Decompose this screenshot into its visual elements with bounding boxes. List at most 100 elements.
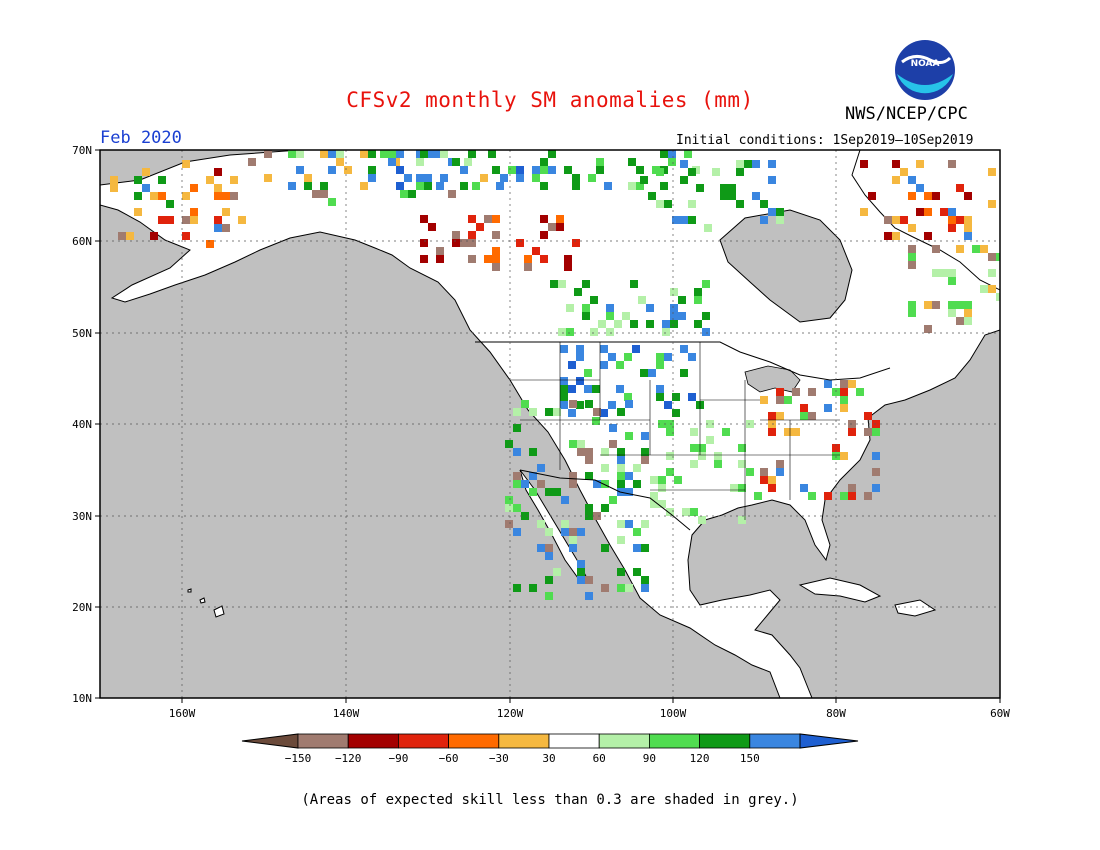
anomaly-cell <box>601 448 609 456</box>
anomaly-cell <box>864 412 872 420</box>
anomaly-cell <box>576 353 584 361</box>
anomaly-cell <box>564 263 572 271</box>
anomaly-cell <box>513 472 521 480</box>
anomaly-cell <box>585 512 593 520</box>
anomaly-cell <box>924 232 932 240</box>
anomaly-cell <box>513 424 521 432</box>
lon-label-60w: 60W <box>990 707 1010 720</box>
anomaly-cell <box>110 184 118 192</box>
anomaly-cell <box>304 182 312 190</box>
colorbar-box <box>649 733 701 749</box>
anomaly-cell <box>408 190 416 198</box>
lon-label-120w: 120W <box>497 707 524 720</box>
anomaly-cell <box>222 208 230 216</box>
anomaly-cell <box>840 380 848 388</box>
anomaly-cell <box>640 176 648 184</box>
anomaly-cell <box>672 409 680 417</box>
colorbar-label: 90 <box>643 752 656 765</box>
anomaly-cell <box>924 208 932 216</box>
anomaly-cell <box>656 385 664 393</box>
anomaly-cell <box>532 247 540 255</box>
anomaly-cell <box>577 560 585 568</box>
colorbar-box <box>498 733 550 749</box>
anomaly-cell <box>664 200 672 208</box>
anomaly-cell <box>948 309 956 317</box>
anomaly-cell <box>728 192 736 200</box>
anomaly-cell <box>776 468 784 476</box>
anomaly-cell <box>428 150 436 158</box>
anomaly-cell <box>650 500 658 508</box>
anomaly-cell <box>808 412 816 420</box>
anomaly-cell <box>824 404 832 412</box>
anomaly-cell <box>908 224 916 232</box>
anomaly-cell <box>600 345 608 353</box>
anomaly-cell <box>666 452 674 460</box>
anomaly-cell <box>908 245 916 253</box>
anomaly-cell <box>956 216 964 224</box>
anomaly-cell <box>840 396 848 404</box>
anomaly-cell <box>328 166 336 174</box>
anomaly-cell <box>576 345 584 353</box>
anomaly-cell <box>604 182 612 190</box>
anomaly-cell <box>688 216 696 224</box>
anomaly-cell <box>158 192 166 200</box>
anomaly-cell <box>690 444 698 452</box>
anomaly-cell <box>860 208 868 216</box>
anomaly-cell <box>662 328 670 336</box>
anomaly-cell <box>664 401 672 409</box>
anomaly-cell <box>593 512 601 520</box>
anomaly-cell <box>808 492 816 500</box>
anomaly-cell <box>736 160 744 168</box>
forecast-month: Feb 2020 <box>100 128 182 148</box>
anomaly-cell <box>808 388 816 396</box>
anomaly-cell <box>702 280 710 288</box>
anomaly-cell <box>572 239 580 247</box>
initial-conditions: Initial conditions: 1Sep2019–10Sep2019 <box>676 133 974 148</box>
anomaly-cell <box>590 328 598 336</box>
anomaly-cell <box>656 393 664 401</box>
anomaly-cell <box>714 460 722 468</box>
anomaly-cell <box>484 255 492 263</box>
anomaly-cell <box>625 472 633 480</box>
anomaly-cell <box>569 480 577 488</box>
footnote: (Areas of expected skill less than 0.3 a… <box>301 792 799 808</box>
anomaly-cell <box>440 150 448 158</box>
anomaly-cell <box>988 253 996 261</box>
anomaly-cell <box>666 468 674 476</box>
anomaly-cell <box>214 168 222 176</box>
anomaly-cell <box>537 464 545 472</box>
anomaly-cell <box>916 184 924 192</box>
axis-ticks <box>95 149 1001 703</box>
anomaly-cell <box>585 456 593 464</box>
anomaly-cell <box>472 182 480 190</box>
anomaly-cell <box>650 476 658 484</box>
anomaly-cell <box>560 385 568 393</box>
colorbar-box <box>749 733 801 749</box>
colorbar-label: 150 <box>740 752 760 765</box>
anomaly-cell <box>460 182 468 190</box>
colorbar-label: −90 <box>388 752 408 765</box>
anomaly-cell <box>206 176 214 184</box>
anomaly-cell <box>892 216 900 224</box>
anomaly-cell <box>868 192 876 200</box>
us-mexico-border <box>519 469 691 531</box>
lat-label-40n: 40N <box>72 418 92 431</box>
anomaly-cell <box>768 412 776 420</box>
anomaly-cell <box>768 176 776 184</box>
anomaly-cell <box>656 168 664 176</box>
anomaly-cell <box>658 500 666 508</box>
anomaly-cell <box>553 408 561 416</box>
anomaly-cell <box>296 150 304 158</box>
anomaly-cell <box>622 312 630 320</box>
anomaly-cell <box>768 208 776 216</box>
anomaly-cell <box>468 231 476 239</box>
lat-label-30n: 30N <box>72 510 92 523</box>
anomaly-cell <box>688 168 696 176</box>
anomaly-cell <box>776 208 784 216</box>
anomaly-cell <box>848 428 856 436</box>
anomaly-cell <box>606 304 614 312</box>
anomaly-cell <box>706 420 714 428</box>
anomaly-cell <box>678 296 686 304</box>
anomaly-cell <box>476 223 484 231</box>
anomaly-cell <box>328 150 336 158</box>
